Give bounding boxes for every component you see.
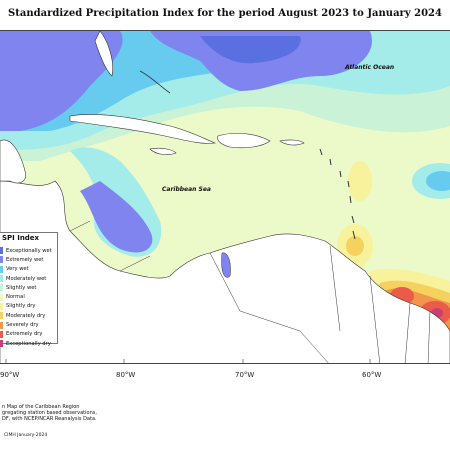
lon-label-90w: 90°W [0, 371, 20, 379]
country-borders [69, 220, 431, 363]
spi-map: Atlantic Ocean Caribbean Sea [0, 31, 450, 363]
legend-swatch [0, 302, 3, 310]
footnote-line: n Map of the Caribbean Region [2, 404, 80, 410]
extremely-wet-zone-northwest [0, 31, 123, 131]
yucatan-landmass [0, 139, 26, 184]
legend-label: Very wet [6, 266, 29, 273]
footnote-line: gregating station based observations, [2, 410, 97, 416]
legend-title: SPI Index [2, 234, 40, 242]
legend-item: Moderately wet [0, 274, 52, 283]
legend-label: Extremely wet [6, 256, 44, 263]
hispaniola-island [217, 132, 271, 149]
jamaica-island [149, 147, 177, 155]
legend-label: Exceptionally wet [6, 247, 52, 254]
lesser-antilles-islands [319, 148, 356, 240]
legend-label: Moderately dry [6, 312, 46, 319]
legend-swatch [0, 321, 3, 329]
slightly-dry-antilles [348, 161, 372, 201]
legend-swatch [0, 312, 3, 320]
florida-peninsula [94, 31, 113, 77]
legend-item: Severely dry [0, 320, 52, 329]
legend-item: Exceptionally dry [0, 339, 52, 348]
lon-label-70w: 70°W [235, 371, 255, 379]
map-title: Standardized Precipitation Index for the… [8, 8, 442, 19]
legend-swatch [0, 340, 3, 348]
lake-maracaibo [221, 252, 231, 278]
legend-label: Normal [6, 294, 25, 301]
legend-item: Slightly wet [0, 283, 52, 292]
legend-label: Moderately wet [6, 275, 47, 282]
legend-label: Severely dry [6, 322, 39, 329]
atlantic-ocean-label: Atlantic Ocean [344, 64, 394, 71]
legend-swatch [0, 247, 3, 255]
lon-label-80w: 80°W [116, 371, 136, 379]
legend-list: Exceptionally wet Extremely wet Very wet Mo… [0, 246, 52, 348]
legend-item: Extremely dry [0, 330, 52, 339]
legend-item: Moderately dry [0, 311, 52, 320]
legend-label: Extremely dry [6, 331, 43, 338]
bahamas-islands [139, 70, 171, 94]
moderately-dry-trinidad [346, 236, 364, 256]
legend-swatch [0, 293, 3, 301]
spi-legend: SPI Index Exceptionally wet Extremely wet… [0, 232, 58, 348]
exceptionally-wet-core [200, 36, 301, 64]
legend-swatch [0, 330, 3, 338]
map-area: Atlantic Ocean Caribbean Sea [0, 30, 450, 364]
legend-label: Slightly wet [6, 284, 37, 291]
legend-label: Exceptionally dry [6, 340, 51, 347]
extremely-wet-caribbean [80, 181, 153, 253]
map-footnote: n Map of the Caribbean Region gregating … [2, 404, 97, 422]
legend-item: Normal [0, 292, 52, 301]
legend-item: Extremely wet [0, 255, 52, 264]
legend-swatch [0, 275, 3, 283]
credit-label: CIMH January-2024 [4, 433, 48, 438]
very-wet-east [426, 171, 450, 191]
legend-item: Very wet [0, 265, 52, 274]
footnote-line: DF, with NCEP/NCAR Reanalysis Data. [2, 416, 97, 422]
lon-label-60w: 60°W [362, 371, 382, 379]
legend-swatch [0, 265, 3, 273]
cuba-island [69, 114, 217, 144]
legend-item: Exceptionally wet [0, 246, 52, 255]
puerto-rico-island [279, 139, 305, 146]
legend-swatch [0, 256, 3, 264]
legend-item: Slightly dry [0, 302, 52, 311]
caribbean-sea-label: Caribbean Sea [162, 186, 211, 193]
legend-swatch [0, 284, 3, 292]
legend-label: Slightly dry [6, 303, 36, 310]
